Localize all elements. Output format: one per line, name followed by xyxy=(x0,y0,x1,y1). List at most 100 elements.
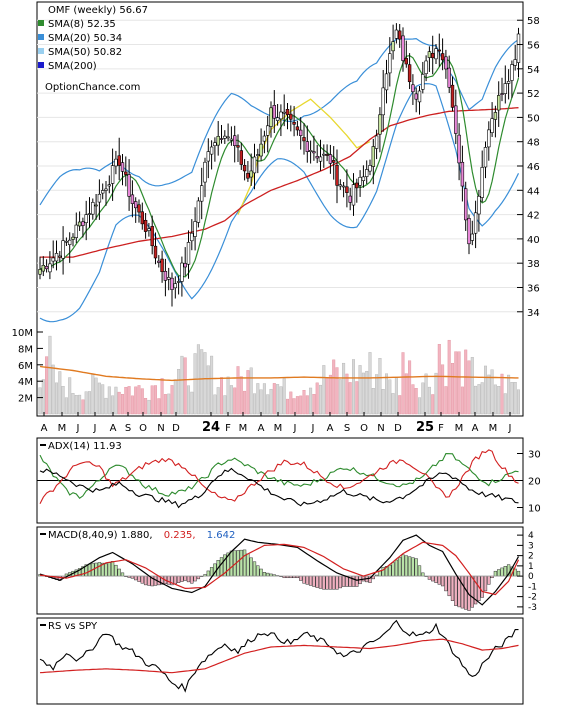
volume-bar xyxy=(219,377,223,415)
rs-title: RS vs SPY xyxy=(40,621,98,632)
volume-bar xyxy=(368,352,372,415)
macd-histogram-bar xyxy=(404,555,408,577)
macd-histogram-bar xyxy=(87,563,92,577)
candle-body xyxy=(120,162,125,172)
adx-minus-di-line xyxy=(39,449,519,505)
volume-bar xyxy=(229,385,233,415)
macd-tick-label: 2 xyxy=(528,552,534,562)
candle-body xyxy=(361,176,366,182)
candle-body xyxy=(503,83,507,94)
x-tick-label: J xyxy=(508,423,512,434)
candle-body xyxy=(233,135,237,146)
macd-histogram-bar xyxy=(355,575,359,587)
volume-bar xyxy=(457,351,461,415)
candle-body xyxy=(41,265,46,272)
legend-swatch-sma20 xyxy=(38,34,44,40)
volume-bar xyxy=(236,366,240,415)
candle-body xyxy=(493,112,498,120)
x-tick-label: A xyxy=(258,423,265,434)
macd-histogram-bar xyxy=(256,565,260,577)
macd-histogram-bar xyxy=(470,575,474,608)
volume-bar xyxy=(259,389,263,415)
volume-bar xyxy=(104,397,108,415)
volume-bar xyxy=(375,374,379,415)
candle-body xyxy=(411,84,415,93)
volume-bar xyxy=(48,335,52,415)
adx-tick-label: 30 xyxy=(528,450,541,461)
adx-plus-di-line xyxy=(39,453,519,499)
candle-body xyxy=(196,200,201,223)
x-tick-label: 25 xyxy=(416,420,434,435)
macd-histogram-bar xyxy=(167,575,171,585)
macd-histogram-bar xyxy=(427,575,432,580)
macd-histogram-bar xyxy=(219,557,224,577)
candle-body xyxy=(209,146,214,155)
volume-bar xyxy=(286,398,290,415)
macd-histogram-bar xyxy=(332,575,336,590)
volume-bar xyxy=(319,384,323,415)
rs-line xyxy=(39,619,519,693)
volume-bar xyxy=(414,388,418,415)
legend-swatch-sma200 xyxy=(38,62,44,68)
adx-tick-label: 20 xyxy=(528,477,541,488)
candle-body xyxy=(249,170,253,178)
macd-histogram-bar xyxy=(328,575,333,590)
macd-histogram-bar xyxy=(341,575,346,587)
volume-bar xyxy=(378,358,382,415)
volume-bar xyxy=(411,384,415,415)
volume-bar xyxy=(398,395,402,415)
volume-bar xyxy=(309,387,313,415)
candle-body xyxy=(74,224,79,238)
volume-bar xyxy=(510,382,514,415)
candle-body xyxy=(81,221,85,226)
macd-histogram-bar xyxy=(305,575,309,585)
macd-histogram-bar xyxy=(398,557,402,577)
x-tick-label: J xyxy=(93,423,97,434)
candle-body xyxy=(440,53,445,61)
volume-bar xyxy=(328,374,332,415)
macd-tick-label: -3 xyxy=(528,603,537,613)
volume-bar xyxy=(203,352,207,415)
volume-bar xyxy=(361,372,365,415)
volume-bar xyxy=(269,388,273,415)
candle-body xyxy=(500,93,504,95)
candle-body xyxy=(51,257,55,262)
volume-bar xyxy=(276,384,280,415)
volume-bar xyxy=(493,384,497,415)
volume-bar xyxy=(408,360,412,415)
candle-body xyxy=(48,263,52,273)
macd-histogram-bar xyxy=(500,567,504,577)
volume-bar xyxy=(348,382,352,415)
macd-histogram-bar xyxy=(388,564,392,577)
volume-bar xyxy=(365,370,369,415)
candle-body xyxy=(219,138,224,140)
candle-body xyxy=(430,52,435,59)
x-tick-label: J xyxy=(311,423,315,434)
macd-histogram-bar xyxy=(450,575,455,601)
candle-body xyxy=(355,182,359,189)
candle-body xyxy=(256,154,260,156)
volume-bar xyxy=(335,367,339,415)
macd-histogram-bar xyxy=(239,549,243,577)
volume-bar xyxy=(81,399,85,415)
candle-body xyxy=(384,73,389,91)
volume-bar xyxy=(163,394,167,415)
price-tick-label: 44 xyxy=(527,186,540,197)
candle-body xyxy=(338,184,342,187)
volume-bar xyxy=(38,387,42,415)
legend: OMF (weekly) 56.67 SMA(8) 52.35 SMA(20) … xyxy=(38,5,148,93)
adx-tick-label: 10 xyxy=(528,504,541,515)
candle-body xyxy=(308,150,313,152)
volume-bar xyxy=(477,384,481,415)
price-tick-label: 52 xyxy=(527,89,540,100)
volume-bar xyxy=(127,386,131,415)
volume-bar xyxy=(454,351,458,415)
macd-histogram-bar xyxy=(487,575,491,585)
macd-histogram-bar xyxy=(107,562,111,577)
volume-bar xyxy=(434,372,438,415)
macd-histogram-bar xyxy=(480,575,484,598)
sma8-line xyxy=(39,54,520,278)
candle-body xyxy=(427,51,432,58)
candle-body xyxy=(450,84,455,108)
